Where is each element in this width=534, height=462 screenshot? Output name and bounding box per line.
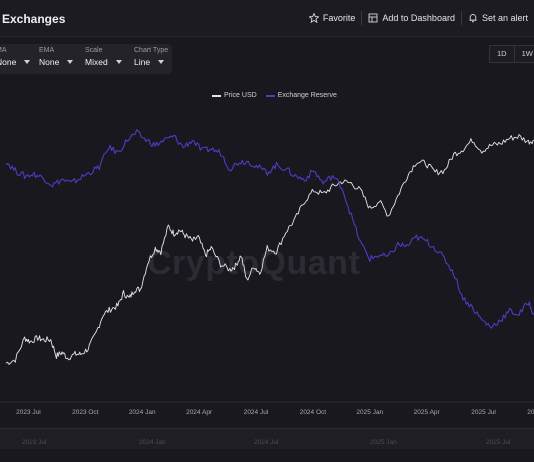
ema-label: EMA: [39, 47, 55, 54]
series-line-price-usd: [5, 134, 534, 365]
set-alert-button[interactable]: Set an alert: [462, 13, 534, 23]
chart-type-select[interactable]: Chart Type Line: [134, 47, 168, 67]
chevron-down-icon: [24, 60, 31, 64]
header-actions: Favorite Add to Dashboard Set an alert: [303, 8, 534, 28]
divider: [460, 11, 462, 25]
chevron-down-icon: [158, 60, 165, 64]
x-tick-label: 2024 Oct: [300, 409, 327, 416]
scale-select[interactable]: Scale Mixed: [85, 47, 122, 67]
navigator-label: 2024 Jul: [254, 439, 279, 446]
navigator-label: 2023 Jul: [22, 439, 47, 446]
dashboard-label: Add to Dashboard: [382, 13, 455, 23]
x-tick-label: 2023 Oct: [72, 409, 99, 416]
range-1d-button[interactable]: 1D: [489, 45, 515, 63]
legend-swatch: [212, 94, 221, 97]
legend-swatch: [265, 94, 275, 97]
add-to-dashboard-button[interactable]: Add to Dashboard: [362, 13, 461, 23]
legend-label: Exchange Reserve: [277, 92, 337, 99]
chart-controls: MA None EMA None Scale Mixed Chart Type …: [0, 44, 172, 74]
scale-label: Scale: [85, 47, 103, 54]
page-title: Exchanges: [2, 12, 66, 26]
chart-type-value: Line: [134, 57, 151, 67]
favorite-label: Favorite: [322, 13, 356, 23]
legend-exchange-reserve[interactable]: Exchange Reserve: [265, 92, 337, 99]
ma-select[interactable]: MA None: [0, 47, 31, 67]
ma-label: MA: [0, 47, 7, 54]
chart-area: 2023 Jul 2023 Oct 2024 Jan 2024 Apr 2024 Jul…: [0, 129, 534, 416]
chevron-down-icon: [115, 60, 122, 64]
navigator-label: 2025 Jul: [486, 439, 511, 446]
x-tick-label: 2025 Jul: [471, 409, 496, 416]
chart-legend: Price USD Exchange Reserve: [212, 92, 346, 99]
x-tick-label: 2025 Oct: [527, 409, 534, 416]
chevron-down-icon: [67, 60, 74, 64]
watermark-logo: CryptoQuant: [147, 244, 361, 282]
x-tick-label: 2025 Jan: [356, 409, 383, 416]
x-tick-label: 2025 Apr: [414, 409, 441, 416]
dashboard-icon: [368, 13, 378, 23]
x-tick-label: 2024 Apr: [186, 409, 213, 416]
navigator-label: 2025 Jan: [370, 439, 397, 446]
alert-label: Set an alert: [481, 13, 528, 23]
scale-value: Mixed: [85, 57, 108, 67]
bell-icon: [469, 14, 477, 23]
ema-value: None: [39, 57, 60, 67]
x-tick-label: 2024 Jan: [129, 409, 156, 416]
navigator-label: 2024 Jan: [139, 439, 166, 446]
divider: [361, 11, 363, 25]
range-selector: 1D 1W: [489, 45, 534, 63]
series-line-exchange-reserve: [5, 129, 534, 329]
x-tick-label: 2023 Jul: [16, 409, 41, 416]
star-icon: [308, 13, 319, 23]
chart-type-label: Chart Type: [134, 47, 169, 54]
ma-value: None: [0, 57, 17, 67]
range-navigator[interactable]: 2023 Jul 2024 Jan 2024 Jul 2025 Jan 2025…: [0, 428, 534, 449]
legend-price-usd[interactable]: Price USD: [212, 92, 257, 99]
ema-select[interactable]: EMA None: [39, 47, 74, 67]
legend-label: Price USD: [224, 92, 257, 99]
range-1w-button[interactable]: 1W: [514, 45, 534, 63]
x-tick-label: 2024 Jul: [244, 409, 269, 416]
top-bar: Exchanges Favorite Add to Dashboard Set …: [0, 0, 534, 37]
favorite-button[interactable]: Favorite: [303, 13, 362, 23]
